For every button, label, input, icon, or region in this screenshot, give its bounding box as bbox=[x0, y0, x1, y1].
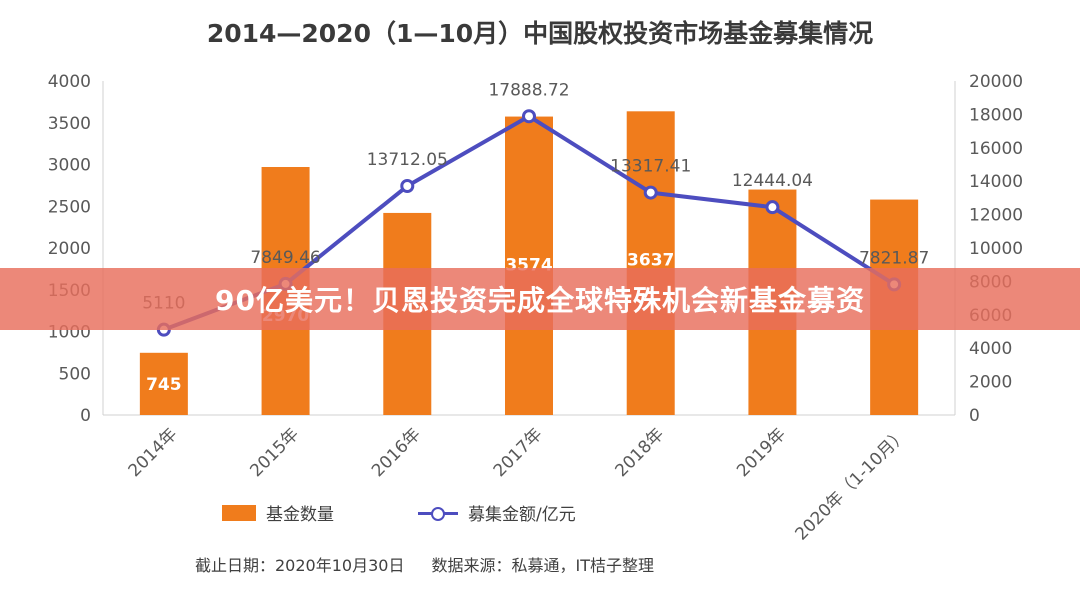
note-date: 截止日期：2020年10月30日 bbox=[195, 556, 405, 575]
x-tick-label: 2015年 bbox=[246, 424, 303, 481]
y-right-tick-label: 20000 bbox=[969, 72, 1023, 92]
x-tick-label: 2018年 bbox=[611, 424, 668, 481]
y-right-tick-label: 16000 bbox=[969, 139, 1023, 159]
line-data-label: 13317.41 bbox=[610, 157, 691, 177]
x-tick-label: 2017年 bbox=[490, 424, 547, 481]
bar-data-label: 745 bbox=[146, 375, 182, 395]
line-point bbox=[522, 109, 536, 124]
x-tick-label: 2019年 bbox=[733, 424, 790, 481]
line-point bbox=[765, 200, 780, 215]
y-left-tick-label: 0 bbox=[80, 406, 91, 426]
line-point bbox=[400, 179, 415, 194]
bar bbox=[139, 352, 188, 415]
y-right-tick-label: 2000 bbox=[969, 373, 1012, 393]
legend-swatch-bar bbox=[222, 504, 256, 521]
y-right-tick-label: 14000 bbox=[969, 172, 1023, 192]
y-right-tick-label: 4000 bbox=[969, 339, 1012, 359]
legend-item-bar: 基金数量 bbox=[222, 500, 334, 525]
note-source: 数据来源：私募通，IT桔子整理 bbox=[431, 556, 655, 575]
y-right-tick-label: 12000 bbox=[969, 206, 1023, 226]
legend-label-line: 募集金额/亿元 bbox=[468, 505, 576, 525]
y-left-tick-label: 2000 bbox=[48, 239, 91, 259]
legend-label-bar: 基金数量 bbox=[266, 505, 334, 525]
bar-data-label: 3637 bbox=[627, 250, 674, 270]
banner-text[interactable]: 90亿美元！贝恩投资完成全球特殊机会新基金募资 bbox=[215, 284, 865, 317]
y-right-tick-label: 0 bbox=[969, 406, 980, 426]
source-note: 截止日期：2020年10月30日 数据来源：私募通，IT桔子整理 bbox=[195, 552, 676, 576]
y-left-tick-label: 500 bbox=[59, 364, 91, 384]
y-right-tick-label: 10000 bbox=[969, 239, 1023, 259]
x-tick-label: 2020年（1-10月） bbox=[792, 424, 912, 544]
y-left-tick-label: 2500 bbox=[48, 197, 91, 217]
line-data-label: 7849.46 bbox=[250, 248, 320, 268]
line-data-label: 13712.05 bbox=[367, 150, 448, 170]
x-tick-label: 2014年 bbox=[125, 424, 182, 481]
bar bbox=[505, 116, 553, 416]
legend-swatch-line bbox=[418, 505, 458, 521]
line-data-label: 12444.04 bbox=[732, 171, 813, 191]
line-point bbox=[643, 185, 658, 200]
legend: 基金数量 募集金额/亿元 bbox=[222, 500, 660, 525]
bar bbox=[626, 111, 675, 416]
y-left-tick-label: 3000 bbox=[48, 156, 91, 176]
y-right-tick-label: 18000 bbox=[969, 105, 1023, 125]
line-data-label: 7821.87 bbox=[859, 248, 929, 268]
legend-item-line: 募集金额/亿元 bbox=[418, 500, 576, 525]
line-data-label: 17888.72 bbox=[488, 80, 569, 100]
y-left-tick-label: 4000 bbox=[48, 72, 91, 92]
x-tick-label: 2016年 bbox=[368, 424, 425, 481]
y-left-tick-label: 3500 bbox=[48, 114, 91, 134]
news-banner[interactable]: 90亿美元！贝恩投资完成全球特殊机会新基金募资 bbox=[0, 268, 1080, 330]
chart-title: 2014—2020（1—10月）中国股权投资市场基金募集情况 bbox=[206, 19, 874, 48]
